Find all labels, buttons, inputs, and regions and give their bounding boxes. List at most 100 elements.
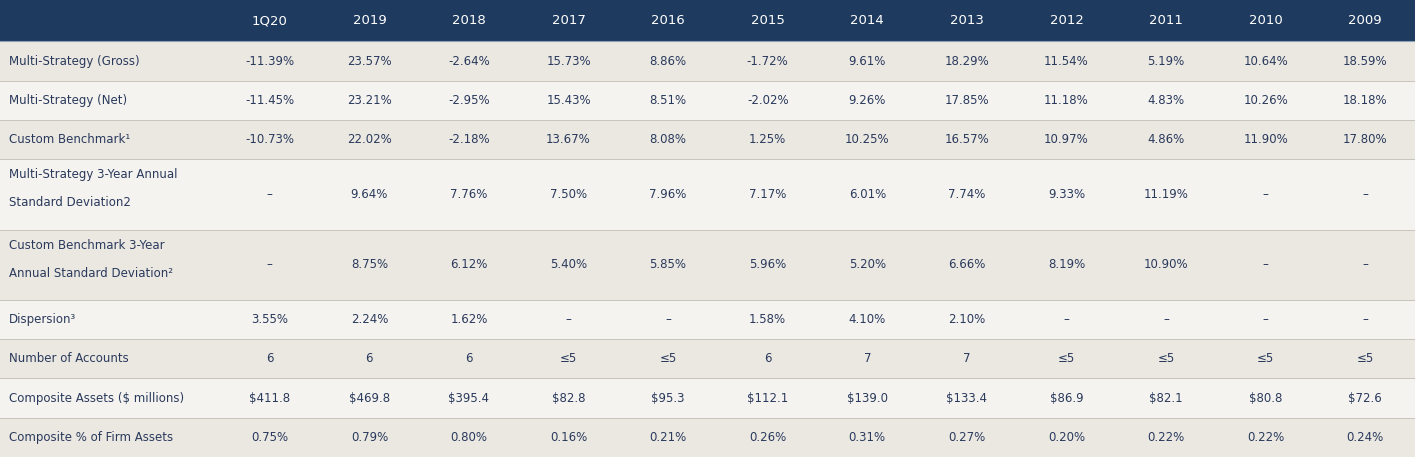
Bar: [0, 159, 1415, 229]
Text: -10.73%: -10.73%: [245, 133, 294, 146]
Bar: [1116, 0, 1215, 41]
Text: -11.45%: -11.45%: [245, 94, 294, 107]
Text: 2009: 2009: [1348, 14, 1382, 27]
Bar: [0, 300, 1415, 339]
Text: –: –: [1262, 188, 1269, 201]
Bar: [618, 0, 717, 41]
Text: 2016: 2016: [651, 14, 685, 27]
Text: –: –: [566, 313, 572, 326]
Text: 1.25%: 1.25%: [749, 133, 787, 146]
Text: 6: 6: [266, 352, 273, 365]
Text: -2.18%: -2.18%: [449, 133, 490, 146]
Text: 5.19%: 5.19%: [1148, 54, 1184, 68]
Text: -2.02%: -2.02%: [747, 94, 788, 107]
Text: $80.8: $80.8: [1249, 392, 1282, 404]
Text: 23.57%: 23.57%: [347, 54, 392, 68]
Text: 9.33%: 9.33%: [1049, 188, 1085, 201]
Text: 2014: 2014: [850, 14, 884, 27]
Text: 0.22%: 0.22%: [1247, 431, 1285, 444]
Text: $82.1: $82.1: [1149, 392, 1183, 404]
Text: 4.10%: 4.10%: [849, 313, 886, 326]
Text: Number of Accounts: Number of Accounts: [8, 352, 129, 365]
Text: 7.76%: 7.76%: [450, 188, 488, 201]
Text: 5.40%: 5.40%: [550, 258, 587, 271]
Text: 6.01%: 6.01%: [849, 188, 886, 201]
Text: 0.26%: 0.26%: [749, 431, 787, 444]
Text: 8.86%: 8.86%: [649, 54, 686, 68]
Text: 2013: 2013: [949, 14, 983, 27]
Bar: [0, 0, 219, 41]
Text: 0.75%: 0.75%: [252, 431, 289, 444]
Text: 2017: 2017: [552, 14, 586, 27]
Text: Dispersion³: Dispersion³: [8, 313, 76, 326]
Text: –: –: [665, 313, 671, 326]
Text: 0.31%: 0.31%: [849, 431, 886, 444]
Text: $139.0: $139.0: [846, 392, 887, 404]
Text: 2018: 2018: [451, 14, 485, 27]
Text: 6: 6: [764, 352, 771, 365]
Text: ≤5: ≤5: [1157, 352, 1174, 365]
Text: 17.80%: 17.80%: [1343, 133, 1388, 146]
Text: 15.43%: 15.43%: [546, 94, 591, 107]
Text: 4.83%: 4.83%: [1148, 94, 1184, 107]
Text: 5.20%: 5.20%: [849, 258, 886, 271]
Text: 6.12%: 6.12%: [450, 258, 488, 271]
Text: 18.29%: 18.29%: [944, 54, 989, 68]
Bar: [1016, 0, 1116, 41]
Text: ≤5: ≤5: [1257, 352, 1275, 365]
Text: 8.08%: 8.08%: [649, 133, 686, 146]
Text: 18.59%: 18.59%: [1343, 54, 1388, 68]
Text: 4.86%: 4.86%: [1148, 133, 1184, 146]
Text: 0.21%: 0.21%: [649, 431, 686, 444]
Text: Custom Benchmark¹: Custom Benchmark¹: [8, 133, 130, 146]
Text: –: –: [267, 188, 273, 201]
Text: 11.18%: 11.18%: [1044, 94, 1088, 107]
Text: 7.50%: 7.50%: [550, 188, 587, 201]
Text: 1.58%: 1.58%: [749, 313, 787, 326]
Text: 2012: 2012: [1050, 14, 1084, 27]
Text: 3.55%: 3.55%: [252, 313, 289, 326]
Bar: [818, 0, 917, 41]
Text: 16.57%: 16.57%: [944, 133, 989, 146]
Bar: [0, 229, 1415, 300]
Text: 2011: 2011: [1149, 14, 1183, 27]
Text: 11.90%: 11.90%: [1244, 133, 1288, 146]
Bar: [219, 0, 320, 41]
Text: 9.26%: 9.26%: [849, 94, 886, 107]
Text: 23.21%: 23.21%: [347, 94, 392, 107]
Text: ≤5: ≤5: [1357, 352, 1374, 365]
Text: $112.1: $112.1: [747, 392, 788, 404]
Text: 0.20%: 0.20%: [1049, 431, 1085, 444]
Text: ≤5: ≤5: [1058, 352, 1075, 365]
Text: 7: 7: [964, 352, 971, 365]
Bar: [0, 418, 1415, 457]
Text: Multi-Strategy 3-Year Annual: Multi-Strategy 3-Year Annual: [8, 168, 177, 181]
Text: 7.96%: 7.96%: [649, 188, 686, 201]
Text: 2015: 2015: [751, 14, 785, 27]
Text: 8.51%: 8.51%: [649, 94, 686, 107]
Text: Custom Benchmark 3-Year: Custom Benchmark 3-Year: [8, 239, 164, 251]
Bar: [717, 0, 818, 41]
Text: 7.74%: 7.74%: [948, 188, 986, 201]
Bar: [419, 0, 519, 41]
Text: 2019: 2019: [352, 14, 386, 27]
Text: 10.97%: 10.97%: [1044, 133, 1088, 146]
Text: 9.61%: 9.61%: [849, 54, 886, 68]
Text: ≤5: ≤5: [560, 352, 577, 365]
Text: Standard Deviation2: Standard Deviation2: [8, 197, 130, 209]
Text: $133.4: $133.4: [947, 392, 988, 404]
Text: 1.62%: 1.62%: [450, 313, 488, 326]
Bar: [917, 0, 1016, 41]
Bar: [0, 378, 1415, 418]
Bar: [0, 339, 1415, 378]
Text: 0.80%: 0.80%: [450, 431, 487, 444]
Text: $411.8: $411.8: [249, 392, 290, 404]
Text: 18.18%: 18.18%: [1343, 94, 1388, 107]
Text: –: –: [1363, 313, 1368, 326]
Text: 10.25%: 10.25%: [845, 133, 890, 146]
Text: –: –: [1163, 313, 1169, 326]
Text: 11.19%: 11.19%: [1143, 188, 1189, 201]
Text: 22.02%: 22.02%: [347, 133, 392, 146]
Bar: [0, 41, 1415, 80]
Bar: [1215, 0, 1316, 41]
